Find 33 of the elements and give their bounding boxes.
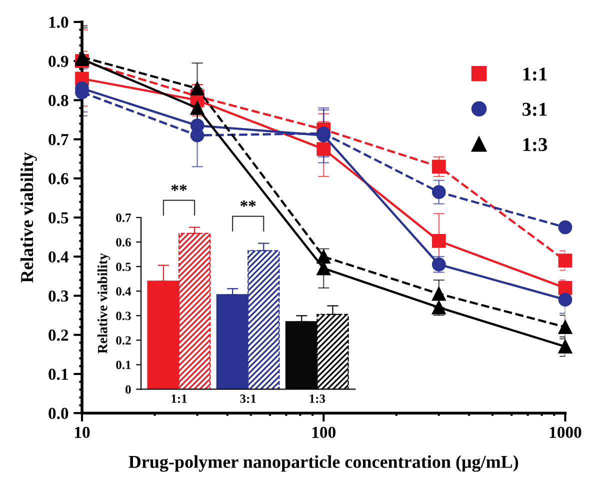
x-tick-label: 100 — [312, 426, 336, 438]
legend-label: 3:1 — [522, 102, 547, 116]
y-axis-title: Relative viability — [20, 152, 37, 283]
y-tick-label: 0.5 — [116, 262, 131, 272]
y-tick-label: 0.7 — [116, 214, 131, 222]
annotation: ** — [171, 184, 187, 191]
y-tick-label: 0.6 — [48, 173, 68, 184]
x-tick-label: 1:3 — [310, 394, 326, 403]
y-tick-label: 0.1 — [116, 360, 131, 370]
y-tick-label: 0.3 — [116, 312, 131, 320]
y-tick-label: 0.4 — [48, 251, 69, 263]
legend-label: 1:1 — [523, 68, 547, 81]
y-axis-title: Relative viability — [97, 253, 110, 354]
y-tick-label: 0 — [126, 385, 131, 394]
y-tick-label: 0.8 — [48, 94, 68, 106]
y-tick-label: 0.7 — [48, 134, 68, 146]
legend-label: 1:3 — [523, 138, 548, 152]
y-tick-label: 0.3 — [48, 290, 68, 302]
y-tick-label: 0.6 — [116, 238, 131, 247]
x-tick-label: 3:1 — [240, 394, 256, 403]
y-tick-label: 0.2 — [48, 330, 68, 341]
annotation: ** — [240, 200, 256, 207]
y-tick-label: 1.0 — [49, 16, 68, 28]
x-tick-label: 1:1 — [172, 394, 187, 403]
y-tick-label: 0.5 — [48, 212, 68, 224]
y-tick-label: 0.4 — [116, 287, 132, 296]
x-axis-title: Drug-polymer nanoparticle concentration (μg/mL) — [128, 455, 518, 472]
x-tick-label: 1000 — [550, 426, 582, 438]
y-tick-label: 0.2 — [116, 336, 131, 345]
y-tick-label: 0.1 — [48, 368, 68, 380]
y-tick-label: 0.9 — [48, 56, 68, 68]
x-tick-label: 10 — [75, 426, 90, 438]
y-tick-label: 0.0 — [48, 408, 68, 420]
